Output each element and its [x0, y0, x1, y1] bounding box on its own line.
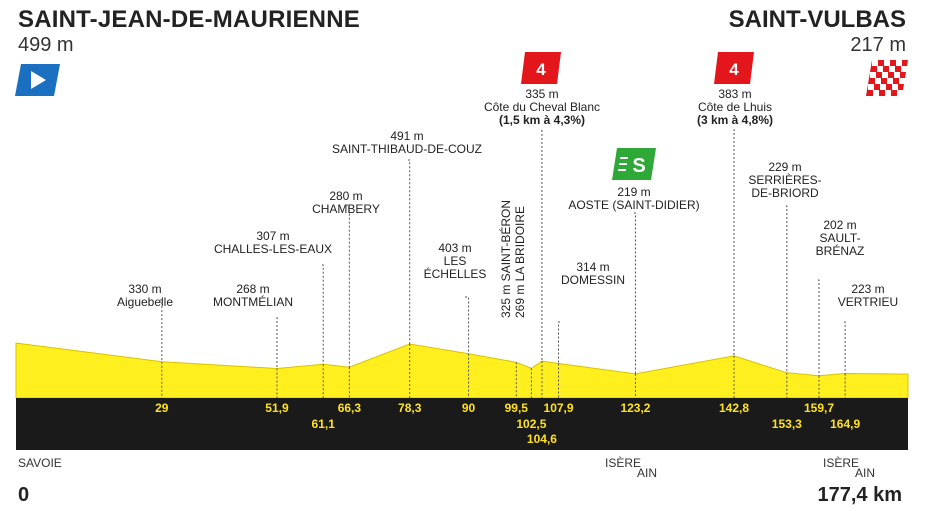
km-label: 102,5: [516, 417, 546, 431]
waypoint-altitude: 383 m: [718, 87, 751, 101]
waypoint-name: SAINT-THIBAUD-DE-COUZ: [332, 142, 482, 156]
waypoint-name: MONTMÉLIAN: [213, 294, 293, 309]
intermediate-sprint-icon: S: [612, 148, 656, 180]
waypoint-altitude: 330 m: [128, 282, 161, 296]
start-flag-icon: [15, 64, 60, 96]
start-altitude: 499 m: [18, 34, 74, 56]
climb-category-4-icon: 4: [521, 52, 561, 84]
waypoint-name: Aiguebelle: [117, 295, 173, 309]
waypoint-name: BRÉNAZ: [816, 243, 865, 258]
km-label: 107,9: [544, 401, 574, 415]
profile-area: [15, 342, 909, 399]
km-label: 51,9: [265, 401, 289, 415]
climb-category-label: 4: [729, 60, 739, 79]
waypoint-altitude: 223 m: [851, 282, 884, 296]
waypoint-name: LES: [444, 254, 467, 268]
waypoint-name: Côte de Lhuis: [698, 100, 772, 114]
region-right-top: ISÈRE: [823, 456, 860, 470]
region-right-bottom: AIN: [855, 466, 876, 480]
waypoint-altitude: 314 m: [576, 260, 609, 274]
climb-detail: (1,5 km à 4,3%): [499, 113, 585, 127]
waypoint-altitude: 268 m: [236, 282, 269, 296]
label-connector: [558, 321, 560, 364]
start-town: SAINT-JEAN-DE-MAURIENNE: [18, 6, 360, 33]
waypoint-altitude: 202 m: [823, 218, 856, 232]
km-label: 90: [462, 401, 476, 415]
waypoint-name: ÉCHELLES: [424, 266, 487, 281]
label-connector: [160, 299, 163, 362]
waypoint-name: DE-BRIORD: [751, 186, 819, 200]
waypoint-altitude: 335 m: [525, 87, 558, 101]
finish-altitude: 217 m: [850, 34, 906, 56]
km-label: 78,3: [398, 401, 422, 415]
waypoint-name: SERRIÈRES-: [748, 172, 821, 187]
waypoint-name: CHAMBERY: [312, 202, 380, 216]
waypoint-altitude: 219 m: [617, 185, 650, 199]
km-label: 159,7: [804, 401, 834, 415]
distance-band: [16, 398, 908, 450]
region-left: SAVOIE: [18, 456, 62, 470]
region-mid-top: ISÈRE: [605, 456, 642, 470]
waypoint-name: Côte du Cheval Blanc: [484, 100, 600, 114]
sprint-label: S: [632, 155, 645, 177]
label-connector: [465, 296, 470, 354]
waypoint-vertical-label: 269 m LA BRIDOIRE: [513, 206, 527, 318]
km-label: 61,1: [312, 417, 336, 431]
km-label: 66,3: [338, 401, 362, 415]
finish-town: SAINT-VULBAS: [728, 6, 906, 33]
waypoint-name: SAULT-: [819, 231, 860, 245]
km-label: 164,9: [830, 417, 860, 431]
waypoint-altitude: 229 m: [768, 160, 801, 174]
label-connector: [733, 129, 735, 356]
checkered-flag-icon: [866, 60, 908, 96]
waypoint-name: CHALLES-LES-EAUX: [214, 242, 332, 256]
distance-end: 177,4 km: [817, 484, 902, 506]
label-connector: [818, 279, 820, 376]
km-label: 29: [155, 401, 169, 415]
label-connector: [844, 321, 846, 374]
label-connector: [786, 205, 788, 373]
waypoint-name: AOSTE (SAINT-DIDIER): [568, 198, 699, 212]
label-connector: [276, 317, 278, 369]
waypoint-altitude: 403 m: [438, 241, 471, 255]
waypoint-altitude: 491 m: [390, 129, 423, 143]
climb-category-label: 4: [536, 60, 546, 79]
distance-start: 0: [18, 484, 30, 506]
climb-category-4-icon: 4: [714, 52, 754, 84]
label-connector: [346, 204, 350, 368]
waypoint-vertical-label: 325 m SAINT-BÉRON: [498, 200, 513, 318]
waypoint-altitude: 280 m: [329, 189, 362, 203]
waypoint-name: DOMESSIN: [561, 273, 625, 287]
km-label: 104,6: [527, 432, 557, 446]
label-connector: [634, 212, 636, 374]
label-connector: [322, 264, 324, 365]
label-connector: [408, 159, 411, 344]
km-label: 142,8: [719, 401, 749, 415]
region-mid-bottom: AIN: [637, 466, 658, 480]
km-label: 153,3: [772, 417, 802, 431]
waypoint-altitude: 307 m: [256, 229, 289, 243]
climb-detail: (3 km à 4,8%): [697, 113, 773, 127]
waypoint-name: VERTRIEU: [838, 295, 898, 309]
km-label: 123,2: [620, 401, 650, 415]
km-label: 99,5: [505, 401, 529, 415]
